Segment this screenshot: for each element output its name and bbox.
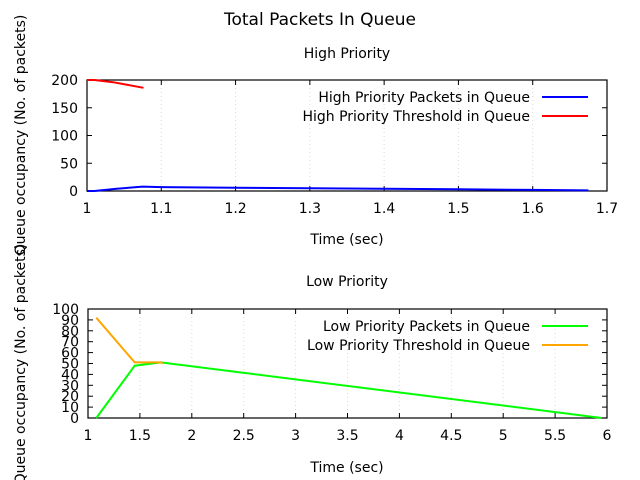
y-axis-label: Queue occupancy (No. of packets) [13, 244, 29, 480]
y-tick-label: 100 [52, 302, 79, 318]
legend-label: High Priority Packets in Queue [318, 90, 530, 106]
x-tick-label: 1 [84, 428, 93, 444]
series-line-0 [95, 361, 602, 419]
x-tick-label: 5.5 [544, 428, 566, 444]
y-axis-label: Queue occupancy (No. of packets) [13, 15, 29, 256]
series-line-1 [87, 79, 144, 89]
legend-label: Low Priority Threshold in Queue [307, 338, 530, 354]
x-tick-label: 6 [603, 428, 612, 444]
x-tick-label: 1.4 [373, 201, 395, 217]
y-tick-label: 60 [61, 346, 79, 362]
y-tick-label: 10 [61, 400, 79, 416]
series-line-1 [95, 317, 164, 365]
legend-label: High Priority Threshold in Queue [302, 109, 530, 125]
legend-label: Low Priority Packets in Queue [323, 319, 530, 335]
y-tick-label: 0 [70, 411, 79, 427]
chart-low-priority: Low Priority Queue occupancy (No. of pac… [13, 244, 612, 480]
y-tick-label: 30 [61, 378, 79, 394]
y-tick-label: 100 [51, 129, 78, 145]
x-tick-label: 1.5 [129, 428, 151, 444]
x-tick-label: 3 [291, 428, 300, 444]
x-axis-label: Time (sec) [309, 232, 383, 248]
x-tick-label: 1.2 [224, 201, 246, 217]
x-tick-label: 4 [395, 428, 404, 444]
x-axis-label: Time (sec) [309, 460, 383, 476]
chart-title: Low Priority [306, 274, 388, 290]
x-tick-label: 1.3 [299, 201, 321, 217]
x-tick-label: 1.7 [596, 201, 618, 217]
y-tick-label: 20 [61, 389, 79, 405]
y-tick-label: 50 [61, 357, 79, 373]
y-tick-label: 80 [61, 324, 79, 340]
chart-high-priority: High Priority Queue occupancy (No. of pa… [13, 15, 618, 256]
x-tick-label: 2 [187, 428, 196, 444]
figure-title: Total Packets In Queue [223, 10, 416, 30]
x-tick-label: 5 [499, 428, 508, 444]
y-tick-label: 50 [60, 156, 78, 172]
x-tick-label: 2.5 [233, 428, 255, 444]
y-tick-label: 150 [51, 101, 78, 117]
chart-title: High Priority [304, 46, 390, 62]
x-tick-label: 1 [83, 201, 92, 217]
y-tick-label: 90 [61, 313, 79, 329]
y-tick-label: 200 [51, 73, 78, 89]
series-line-0 [87, 185, 589, 192]
x-tick-label: 4.5 [440, 428, 462, 444]
x-tick-label: 3.5 [336, 428, 358, 444]
x-tick-label: 1.1 [150, 201, 172, 217]
x-tick-label: 1.6 [522, 201, 544, 217]
x-tick-label: 1.5 [447, 201, 469, 217]
y-tick-label: 40 [61, 367, 79, 383]
y-tick-label: 0 [69, 184, 78, 200]
y-tick-label: 70 [61, 335, 79, 351]
